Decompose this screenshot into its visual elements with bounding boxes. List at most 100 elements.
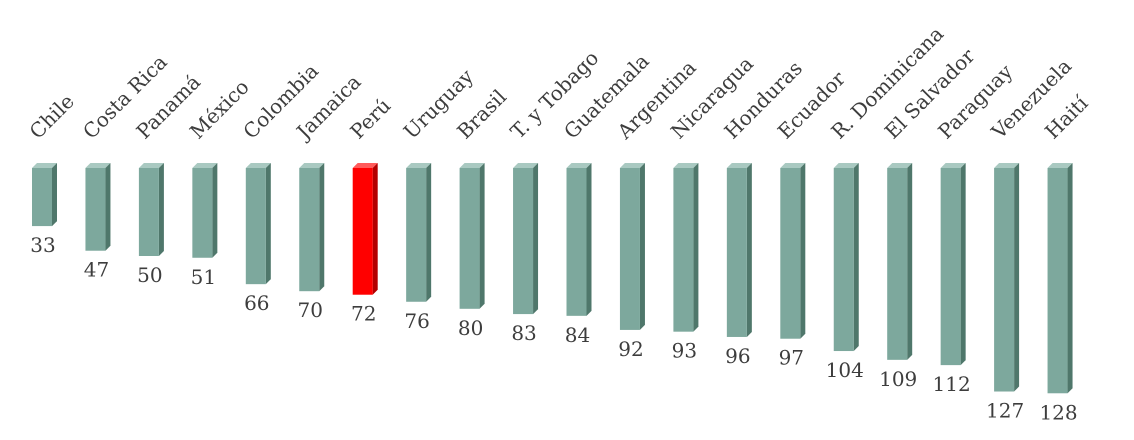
- bar-group: [994, 163, 1020, 392]
- data-label: 33: [30, 233, 55, 257]
- bar-side: [853, 163, 859, 352]
- data-label: 112: [933, 372, 971, 396]
- bar-side: [479, 163, 485, 309]
- bar-side: [960, 163, 966, 366]
- data-label: 127: [986, 399, 1024, 423]
- bar-group: [513, 163, 539, 315]
- bar: [994, 168, 1015, 392]
- bar-side: [693, 163, 699, 332]
- bar-top: [85, 163, 111, 168]
- data-label: 84: [565, 323, 590, 347]
- bar-top: [780, 163, 806, 168]
- bar-top: [192, 163, 218, 168]
- bar: [245, 168, 266, 285]
- bar-group: [1047, 163, 1073, 394]
- bar-top: [32, 163, 57, 168]
- bar-group: [566, 163, 592, 316]
- bar-side: [105, 163, 111, 251]
- bar-group: [245, 163, 271, 285]
- bar: [138, 168, 159, 256]
- data-label: 92: [618, 337, 643, 361]
- data-label: 76: [404, 309, 429, 333]
- bar: [619, 168, 640, 330]
- data-label: 128: [1039, 400, 1077, 424]
- bar-side: [319, 163, 325, 292]
- bar-side: [52, 163, 57, 227]
- bar-group: [138, 163, 164, 256]
- bar-group: [940, 163, 966, 366]
- bar-side: [800, 163, 806, 339]
- bar: [566, 168, 587, 316]
- bar: [780, 168, 801, 339]
- bar-top: [352, 163, 378, 168]
- bar-top: [138, 163, 164, 168]
- bar-group: [406, 163, 432, 302]
- bar-group: [32, 163, 57, 227]
- bar-top: [459, 163, 485, 168]
- bar-group: [833, 163, 859, 352]
- bar: [85, 168, 106, 251]
- bar: [406, 168, 427, 302]
- bar: [726, 168, 747, 337]
- data-label: 93: [672, 339, 697, 363]
- data-label: 51: [191, 265, 216, 289]
- bar-side: [212, 163, 218, 258]
- bar-top: [940, 163, 966, 168]
- bar-top: [619, 163, 645, 168]
- bar-group: [887, 163, 913, 360]
- bar: [32, 168, 52, 227]
- bar: [459, 168, 480, 309]
- bar-top: [245, 163, 271, 168]
- data-label: 66: [244, 291, 269, 315]
- bar-group: [459, 163, 485, 309]
- bar-top: [994, 163, 1020, 168]
- bar-side: [639, 163, 645, 330]
- data-label: 97: [779, 346, 804, 370]
- bar: [352, 168, 373, 295]
- data-label: 109: [879, 367, 917, 391]
- bar: [1047, 168, 1068, 394]
- data-label: 47: [84, 258, 109, 282]
- bar-side: [533, 163, 539, 315]
- bar: [673, 168, 694, 332]
- bar-side: [1014, 163, 1020, 392]
- bar-side: [907, 163, 913, 360]
- bar: [513, 168, 534, 315]
- category-label: Perú: [345, 93, 395, 143]
- bar-group: [192, 163, 218, 258]
- bar-side: [746, 163, 752, 337]
- bar: [940, 168, 961, 366]
- bar: [192, 168, 213, 258]
- bar-side: [372, 163, 378, 295]
- bar-group: [299, 163, 325, 292]
- bar: [887, 168, 908, 360]
- bar-group: [673, 163, 699, 332]
- bar: [299, 168, 320, 292]
- bar-group: [780, 163, 806, 339]
- data-label: 83: [511, 321, 536, 345]
- bar-group: [726, 163, 752, 337]
- bar-top: [1047, 163, 1073, 168]
- bar-top: [833, 163, 859, 168]
- bar-side: [265, 163, 271, 285]
- bar-top: [299, 163, 325, 168]
- data-label: 72: [351, 302, 376, 326]
- bar-top: [566, 163, 592, 168]
- bar-group: [352, 163, 378, 295]
- bar-top: [513, 163, 539, 168]
- bar-side: [1067, 163, 1073, 394]
- data-label: 104: [826, 358, 864, 382]
- data-label: 70: [298, 298, 323, 322]
- bar-top: [887, 163, 913, 168]
- bar-group: [85, 163, 111, 251]
- data-label: 96: [725, 344, 750, 368]
- bar-group: [619, 163, 645, 330]
- data-label: 50: [137, 263, 162, 287]
- bar-side: [586, 163, 592, 316]
- category-label: Chile: [25, 89, 79, 143]
- data-label: 80: [458, 316, 483, 340]
- bar-side: [426, 163, 432, 302]
- bar-top: [726, 163, 752, 168]
